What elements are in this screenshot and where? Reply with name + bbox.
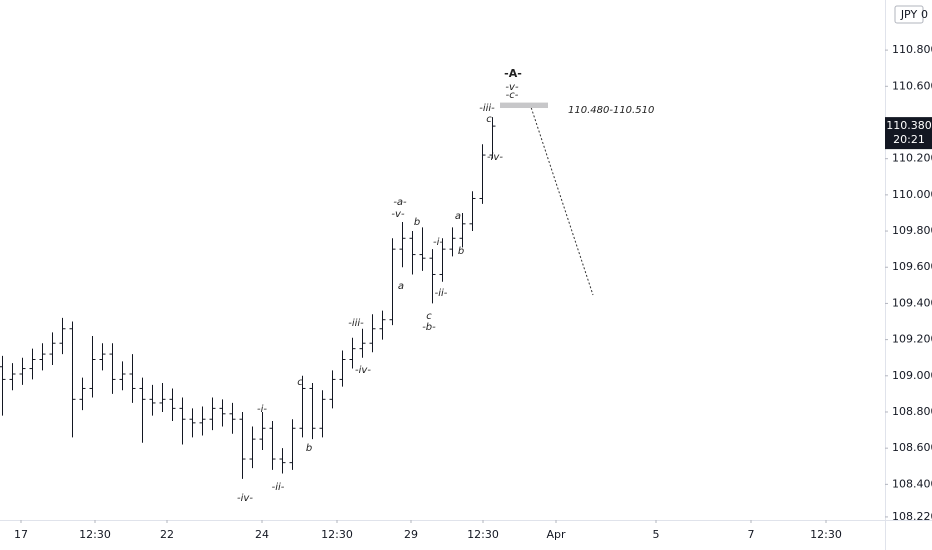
y-tick-label: 108.400 bbox=[892, 477, 932, 490]
countdown: 20:21 bbox=[893, 133, 925, 146]
scale-mode: 0 bbox=[921, 8, 928, 21]
y-tick-label: 110.200 bbox=[892, 152, 932, 165]
wave-label: -iv- bbox=[355, 365, 371, 376]
wave-label: -ii- bbox=[272, 482, 285, 493]
y-tick-label: 108.800 bbox=[892, 405, 932, 418]
y-tick-label: 108.220 bbox=[892, 510, 932, 523]
y-tick-label: 109.800 bbox=[892, 224, 932, 237]
wave-label: -i- bbox=[257, 404, 267, 415]
wave-label: -v- bbox=[391, 209, 405, 220]
wave-label: c bbox=[426, 311, 432, 322]
wave-label: -b- bbox=[422, 322, 436, 333]
y-tick-label: 109.400 bbox=[892, 296, 932, 309]
wave-label: -iii- bbox=[479, 103, 495, 114]
x-tick-label: 12:30 bbox=[79, 528, 111, 541]
x-tick-label: 29 bbox=[404, 528, 418, 541]
wave-label: c bbox=[486, 114, 492, 125]
currency-box bbox=[894, 5, 924, 24]
y-tick-label: 110.800 bbox=[892, 43, 932, 56]
x-tick-label: 24 bbox=[255, 528, 269, 541]
wave-label: b bbox=[306, 443, 312, 454]
wave-label: -iii- bbox=[348, 318, 364, 329]
y-tick-label: 110.600 bbox=[892, 79, 932, 92]
y-tick-label: 109.600 bbox=[892, 260, 932, 273]
x-tick-label: 5 bbox=[653, 528, 660, 541]
y-tick-label: 108.600 bbox=[892, 441, 932, 454]
wave-label: -v- bbox=[505, 82, 519, 93]
target-zone bbox=[500, 102, 548, 109]
projection-line bbox=[529, 103, 594, 296]
wave-label: -iv- bbox=[487, 152, 503, 163]
wave-label: b bbox=[414, 217, 420, 228]
y-tick-label: 109.000 bbox=[892, 369, 932, 382]
x-tick-label: Apr bbox=[546, 528, 566, 541]
wave-label: b bbox=[458, 246, 464, 257]
wave-label: -iv- bbox=[237, 493, 253, 504]
wave-label: -ii- bbox=[435, 288, 448, 299]
wave-label: -i- bbox=[433, 237, 443, 248]
x-tick-label: 22 bbox=[160, 528, 174, 541]
wave-label: a bbox=[398, 281, 404, 292]
wave-label: c bbox=[297, 377, 303, 388]
wave-label: -A- bbox=[504, 67, 522, 80]
price-tag bbox=[885, 117, 932, 150]
wave-label: -a- bbox=[393, 197, 407, 208]
wave-label: a bbox=[455, 211, 461, 222]
x-tick-label: 12:30 bbox=[810, 528, 842, 541]
wave-label: 110.480-110.510 bbox=[568, 105, 654, 116]
wave-label: -c- bbox=[506, 90, 519, 101]
y-tick-label: 110.000 bbox=[892, 188, 932, 201]
price-tag-label: 110.380 bbox=[886, 119, 932, 132]
currency: JPY bbox=[900, 8, 918, 21]
x-tick-label: 17 bbox=[14, 528, 28, 541]
y-tick-label: 109.200 bbox=[892, 333, 932, 346]
x-tick-label: 12:30 bbox=[467, 528, 499, 541]
x-tick-label: 12:30 bbox=[321, 528, 353, 541]
x-tick-label: 7 bbox=[748, 528, 755, 541]
